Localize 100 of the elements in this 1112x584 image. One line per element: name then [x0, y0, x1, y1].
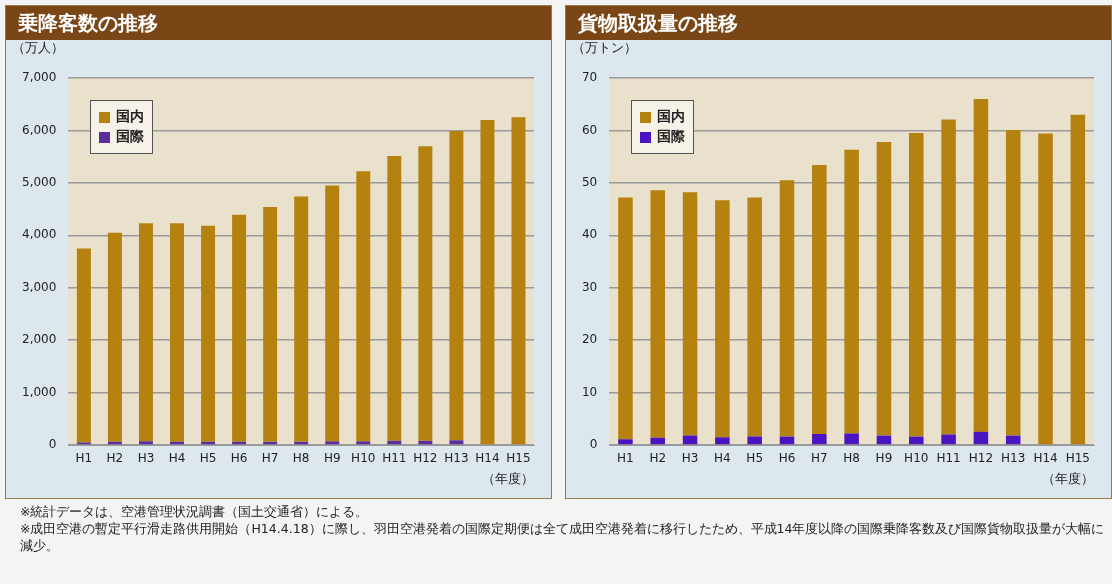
x-tick-label: H8: [843, 451, 860, 466]
bar: [618, 439, 633, 445]
x-tick-label: H5: [199, 451, 217, 466]
bar: [650, 190, 666, 438]
y-axis-title: （万トン）: [572, 40, 637, 55]
bar: [418, 146, 433, 441]
bar: [387, 156, 402, 441]
bar: [909, 436, 924, 445]
x-tick-label: H14: [1033, 451, 1058, 466]
x-tick-label: H5: [746, 451, 764, 466]
bar: [1070, 114, 1086, 445]
y-tick-label: 4,000: [21, 227, 57, 242]
x-tick-label: H4: [168, 451, 186, 466]
x-tick-label: H11: [936, 451, 961, 466]
bar: [650, 437, 666, 445]
x-tick-label: H15: [1065, 451, 1090, 466]
y-tick-label: 30: [581, 279, 598, 294]
bar: [812, 433, 827, 445]
x-tick-label: H2: [649, 451, 667, 466]
y-tick-label: 0: [48, 437, 57, 452]
x-tick-label: H14: [475, 451, 500, 466]
legend-label: 国際: [657, 128, 686, 146]
bar: [325, 441, 340, 445]
y-tick-label: 70: [581, 70, 598, 85]
y-tick-label: 7,000: [21, 70, 57, 85]
y-tick-label: 5,000: [21, 174, 57, 189]
x-tick-label: H15: [506, 451, 531, 466]
x-axis-title: （年度）: [482, 470, 534, 486]
x-tick-label: H6: [778, 451, 796, 466]
chart-title: 乗降客数の推移: [6, 6, 551, 40]
x-tick-label: H4: [714, 451, 731, 466]
bar: [747, 436, 762, 445]
x-axis-title: （年度）: [1042, 470, 1094, 486]
bar: [138, 223, 153, 442]
bar: [973, 98, 989, 432]
bar: [356, 171, 371, 442]
bar: [844, 149, 859, 434]
chart-title: 貨物取扱量の推移: [566, 6, 1111, 40]
y-tick-label: 10: [581, 384, 598, 399]
bar: [715, 437, 730, 445]
x-tick-label: H1: [75, 451, 93, 466]
bar: [480, 119, 495, 445]
x-tick-label: H3: [681, 451, 699, 466]
legend-label: 国内: [116, 108, 145, 126]
bar: [449, 440, 464, 445]
bar: [201, 225, 216, 442]
x-tick-label: H9: [323, 451, 341, 466]
bar: [844, 433, 859, 445]
y-tick-label: 6,000: [21, 122, 57, 137]
bar: [294, 196, 309, 442]
bar: [876, 141, 892, 436]
x-tick-label: H13: [1001, 451, 1026, 466]
x-tick-label: H9: [875, 451, 893, 466]
x-tick-label: H6: [230, 451, 248, 466]
y-tick-label: 50: [581, 174, 598, 189]
x-tick-label: H8: [292, 451, 310, 466]
x-tick-label: H12: [968, 451, 994, 466]
bar: [618, 197, 633, 440]
bar: [170, 223, 184, 442]
legend-label: 国内: [657, 108, 686, 126]
bar: [511, 117, 526, 445]
bar: [812, 165, 827, 434]
x-tick-label: H10: [904, 451, 929, 466]
y-tick-label: 2,000: [21, 332, 57, 347]
bar: [779, 180, 795, 437]
bar: [263, 206, 278, 442]
y-tick-label: 40: [581, 227, 598, 242]
bar: [941, 119, 956, 435]
x-tick-label: H10: [351, 451, 376, 466]
text: ※成田空港の暫定平行滑走路供用開始（H14.4.18）に際し、羽田空港発着の国際定期便は全て成田空港発着に移行したため、平成14年度以降の国際乗降客数及び国際貨物取扱量が大幅に減少。: [20, 520, 1105, 554]
bar: [941, 434, 956, 445]
x-tick-label: H13: [444, 451, 469, 466]
bar: [1005, 129, 1021, 436]
x-tick-label: H2: [106, 451, 124, 466]
bar: [747, 197, 762, 437]
bar: [715, 200, 730, 438]
y-axis-title: （万人）: [12, 40, 64, 55]
bar: [973, 431, 989, 445]
x-tick-label: H11: [382, 451, 407, 466]
bar: [356, 441, 371, 445]
bar: [1038, 133, 1053, 445]
x-tick-label: H7: [261, 451, 279, 466]
bar: [449, 130, 464, 441]
y-tick-label: 3,000: [21, 279, 57, 294]
y-tick-label: 60: [581, 122, 598, 137]
x-tick-label: H1: [617, 451, 634, 466]
x-tick-label: H12: [413, 451, 438, 466]
bar: [682, 192, 698, 436]
bar: [909, 133, 924, 437]
y-tick-label: 20: [581, 332, 598, 347]
bar: [325, 185, 340, 442]
bar: [107, 232, 122, 442]
text: ※統計データは、空港管理状況調書（国土交通省）による。: [20, 503, 370, 520]
bar: [76, 248, 91, 443]
x-tick-label: H7: [810, 451, 828, 466]
y-tick-label: 0: [589, 437, 598, 452]
bar: [138, 441, 153, 445]
x-tick-label: H3: [137, 451, 155, 466]
legend-label: 国際: [116, 128, 145, 146]
bar: [232, 214, 247, 442]
